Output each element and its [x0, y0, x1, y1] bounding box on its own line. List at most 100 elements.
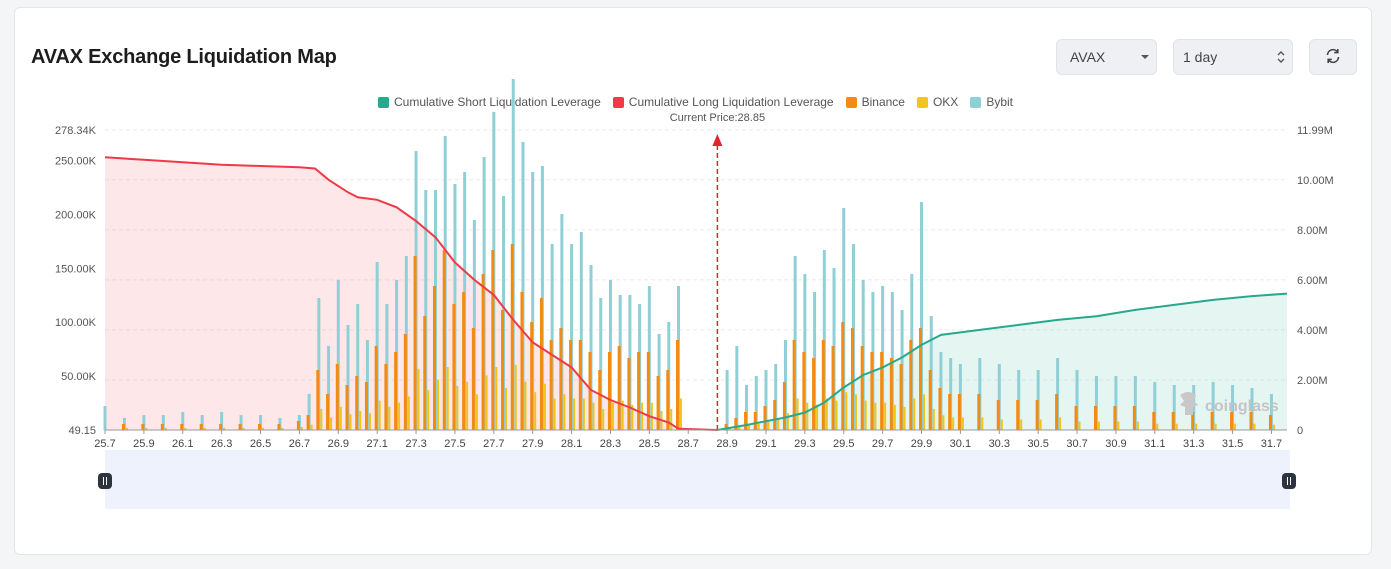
x-tick-label: 30.3 [989, 438, 1010, 450]
bybit-bar [472, 220, 476, 430]
okx-bar [310, 424, 313, 430]
binance-bar [724, 424, 728, 430]
slider-track [105, 450, 1290, 509]
binance-bar [753, 412, 757, 430]
x-tick-label: 29.9 [911, 438, 932, 450]
binance-bar [1230, 412, 1234, 430]
bybit-bar [220, 412, 224, 430]
bybit-bar [317, 298, 321, 430]
refresh-button[interactable] [1309, 39, 1357, 75]
binance-bar [812, 358, 816, 430]
okx-bar [1195, 423, 1198, 430]
binance-bar [782, 382, 786, 430]
okx-bar [505, 388, 508, 430]
okx-bar [582, 398, 585, 430]
binance-bar [258, 424, 262, 430]
binance-bar [1249, 412, 1253, 430]
bybit-bar [307, 394, 311, 430]
y-right-tick-label: 2.00M [1297, 375, 1328, 387]
binance-bar [928, 370, 932, 430]
okx-bar [913, 398, 916, 430]
okx-bar [1000, 419, 1003, 430]
binance-bar [442, 250, 446, 430]
current-price-marker: Current Price:28.85 [670, 112, 765, 430]
cumulative-lines [104, 156, 1288, 431]
x-tick-label: 28.9 [716, 438, 737, 450]
legend-item-binance[interactable]: Binance [845, 95, 905, 109]
okx-bar [1253, 423, 1256, 430]
okx-bar [524, 381, 527, 430]
bybit-bar [356, 304, 360, 430]
okx-bar [125, 427, 128, 430]
okx-bar [961, 417, 964, 430]
binance-bar [141, 424, 145, 430]
coin-select[interactable]: AVAX [1056, 39, 1157, 75]
slider-right-handle[interactable] [1282, 473, 1296, 489]
binance-bar [539, 298, 543, 430]
binance-bar [1132, 406, 1136, 430]
okx-bar [1136, 421, 1139, 430]
short-area [717, 293, 1287, 430]
legend-label-bybit: Bybit [986, 95, 1013, 109]
slider-left-handle[interactable] [98, 473, 112, 489]
x-tick-label: 26.3 [211, 438, 232, 450]
okx-bar [1272, 424, 1275, 430]
bybit-bar [239, 415, 243, 430]
bybit-bar [1094, 376, 1098, 430]
okx-bar [485, 375, 488, 430]
binance-bar [880, 352, 884, 430]
legend-item-short[interactable]: Cumulative Short Liquidation Leverage [377, 95, 601, 109]
binance-bar [666, 370, 670, 430]
y-right-tick-label: 4.00M [1297, 325, 1328, 337]
x-tick-label: 29.1 [755, 438, 776, 450]
legend-item-bybit[interactable]: Bybit [970, 95, 1013, 109]
bybit-bar [1133, 376, 1137, 430]
binance-bar [491, 250, 495, 430]
bybit-bar [579, 232, 583, 430]
binance-bar [364, 382, 368, 430]
binance-bar [763, 406, 767, 430]
current-price-arrow [712, 134, 723, 146]
x-tick-label: 26.5 [250, 438, 271, 450]
okx-bar [378, 400, 381, 430]
y-left-tick-label: 50.00K [61, 371, 97, 383]
binance-bar [403, 334, 407, 430]
binance-bar [909, 340, 913, 430]
legend-swatch-long [612, 96, 624, 108]
x-tick-label: 29.3 [794, 438, 815, 450]
binance-bar [1055, 394, 1059, 430]
binance-bar [1152, 412, 1156, 430]
binance-bar [452, 304, 456, 430]
x-tick-label: 31.3 [1183, 438, 1204, 450]
okx-bar [777, 419, 780, 430]
okx-bar [923, 394, 926, 430]
legend-item-long[interactable]: Cumulative Long Liquidation Leverage [612, 95, 834, 109]
binance-bar [889, 358, 893, 430]
binance-bar [831, 346, 835, 430]
binance-bar [821, 340, 825, 430]
x-tick-label: 27.5 [444, 438, 465, 450]
legend-label-long: Cumulative Long Liquidation Leverage [628, 95, 834, 109]
okx-bar [767, 421, 770, 430]
drag-handle-icon [1282, 473, 1296, 489]
x-tick-label: 26.9 [328, 438, 349, 450]
timeframe-select[interactable]: 1 day [1173, 39, 1293, 75]
bybit-bar [920, 202, 924, 430]
bybit-bar [550, 244, 554, 430]
binance-bar [860, 346, 864, 430]
legend-label-okx: OKX [932, 95, 959, 109]
okx-bar [816, 404, 819, 430]
x-tick-label: 25.9 [133, 438, 154, 450]
legend-swatch-binance [845, 96, 857, 108]
legend-label-short: Cumulative Short Liquidation Leverage [393, 95, 601, 109]
binance-bar [598, 370, 602, 430]
binance-bar [277, 424, 281, 430]
okx-bar [680, 398, 683, 430]
y-right-tick-label: 11.99M [1297, 125, 1333, 137]
bybit-bar [754, 376, 758, 430]
okx-bar [1039, 419, 1042, 430]
legend-item-okx[interactable]: OKX [916, 95, 959, 109]
okx-bar [757, 423, 760, 430]
binance-bar [471, 328, 475, 430]
y-right-tick-label: 0 [1297, 425, 1303, 437]
